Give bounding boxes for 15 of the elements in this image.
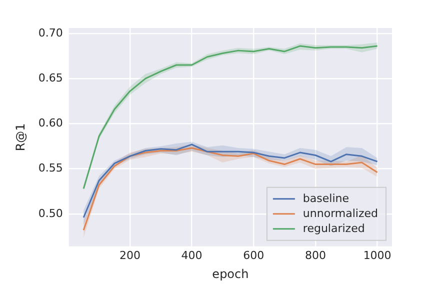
legend-label: baseline bbox=[302, 192, 350, 205]
y-tick-label: 0.65 bbox=[38, 71, 63, 84]
y-tick-label: 0.55 bbox=[38, 162, 63, 175]
x-tick-label: 600 bbox=[243, 248, 264, 262]
y-tick-label: 0.50 bbox=[38, 206, 63, 220]
y-tick-label: 0.60 bbox=[38, 116, 63, 130]
legend-label: unnormalized bbox=[302, 206, 378, 220]
x-tick-label: 800 bbox=[304, 248, 326, 262]
x-tick-label: 1000 bbox=[363, 248, 392, 262]
x-axis-title: epoch bbox=[212, 266, 249, 281]
x-tick-label: 400 bbox=[181, 248, 202, 262]
y-axis-title: R@1 bbox=[13, 123, 28, 152]
x-tick-label: 200 bbox=[119, 248, 140, 262]
y-tick-label: 0.70 bbox=[38, 26, 63, 40]
legend-label: regularized bbox=[302, 222, 365, 235]
